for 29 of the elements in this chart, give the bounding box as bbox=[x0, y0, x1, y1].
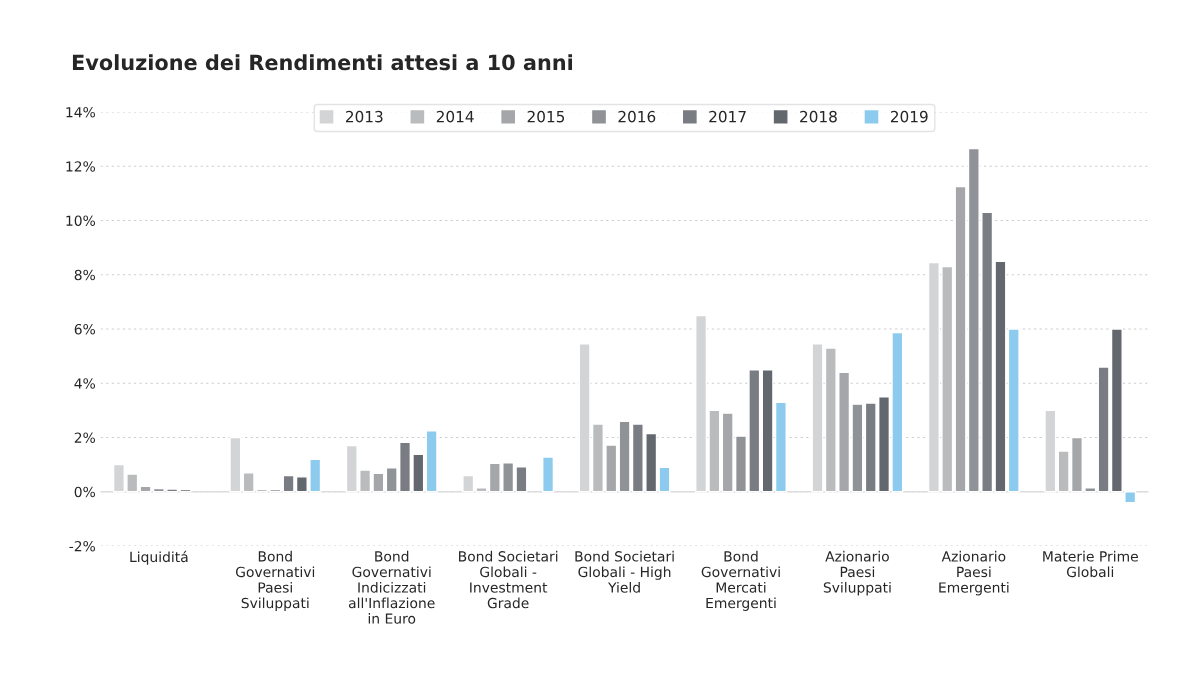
legend-label: 2016 bbox=[618, 110, 656, 123]
legend-label: 2019 bbox=[890, 110, 928, 123]
y-tick-label: 4% bbox=[74, 378, 96, 389]
y-tick-label: 10% bbox=[66, 215, 96, 226]
y-tick-label: -2% bbox=[69, 540, 96, 552]
legend-label: 2015 bbox=[527, 110, 565, 123]
x-tick-label: Bond Societari Globali - Investment Grade bbox=[459, 550, 558, 609]
bar bbox=[542, 456, 555, 493]
y-tick-label: 12% bbox=[66, 161, 96, 172]
bar bbox=[425, 430, 438, 493]
y-tick-label: 6% bbox=[74, 323, 96, 335]
x-tick-label: Bond Governativi Paesi Sviluppati bbox=[235, 550, 315, 611]
x-tick-label: Bond Societari Globali - High Yield bbox=[575, 550, 674, 593]
legend-label: 2018 bbox=[800, 110, 837, 123]
y-tick-label: 2% bbox=[74, 432, 96, 443]
y-tick-label: 14% bbox=[66, 106, 96, 118]
x-tick-label: Bond Governativi Indicizzati all'Inflazione in Euro bbox=[348, 550, 435, 624]
chart-title: Evoluzione dei Rendimenti attesi a 10 anni bbox=[72, 54, 573, 71]
y-tick-label: 8% bbox=[74, 269, 96, 281]
x-tick-label: Bond Governativi Mercati Emergenti bbox=[701, 550, 780, 611]
x-tick-label: Azionario Paesi Emergenti bbox=[939, 550, 1009, 596]
legend-label: 2013 bbox=[345, 110, 383, 123]
x-tick-label: Materie Prime Globali bbox=[1043, 550, 1138, 578]
y-tick-label: 0% bbox=[74, 486, 96, 498]
bar bbox=[1007, 328, 1020, 493]
x-tick-label: Azionario Paesi Sviluppati bbox=[823, 550, 891, 596]
legend-label: 2017 bbox=[709, 110, 746, 123]
legend-label: 2014 bbox=[436, 110, 474, 123]
x-tick-label: Liquiditá bbox=[130, 550, 188, 565]
